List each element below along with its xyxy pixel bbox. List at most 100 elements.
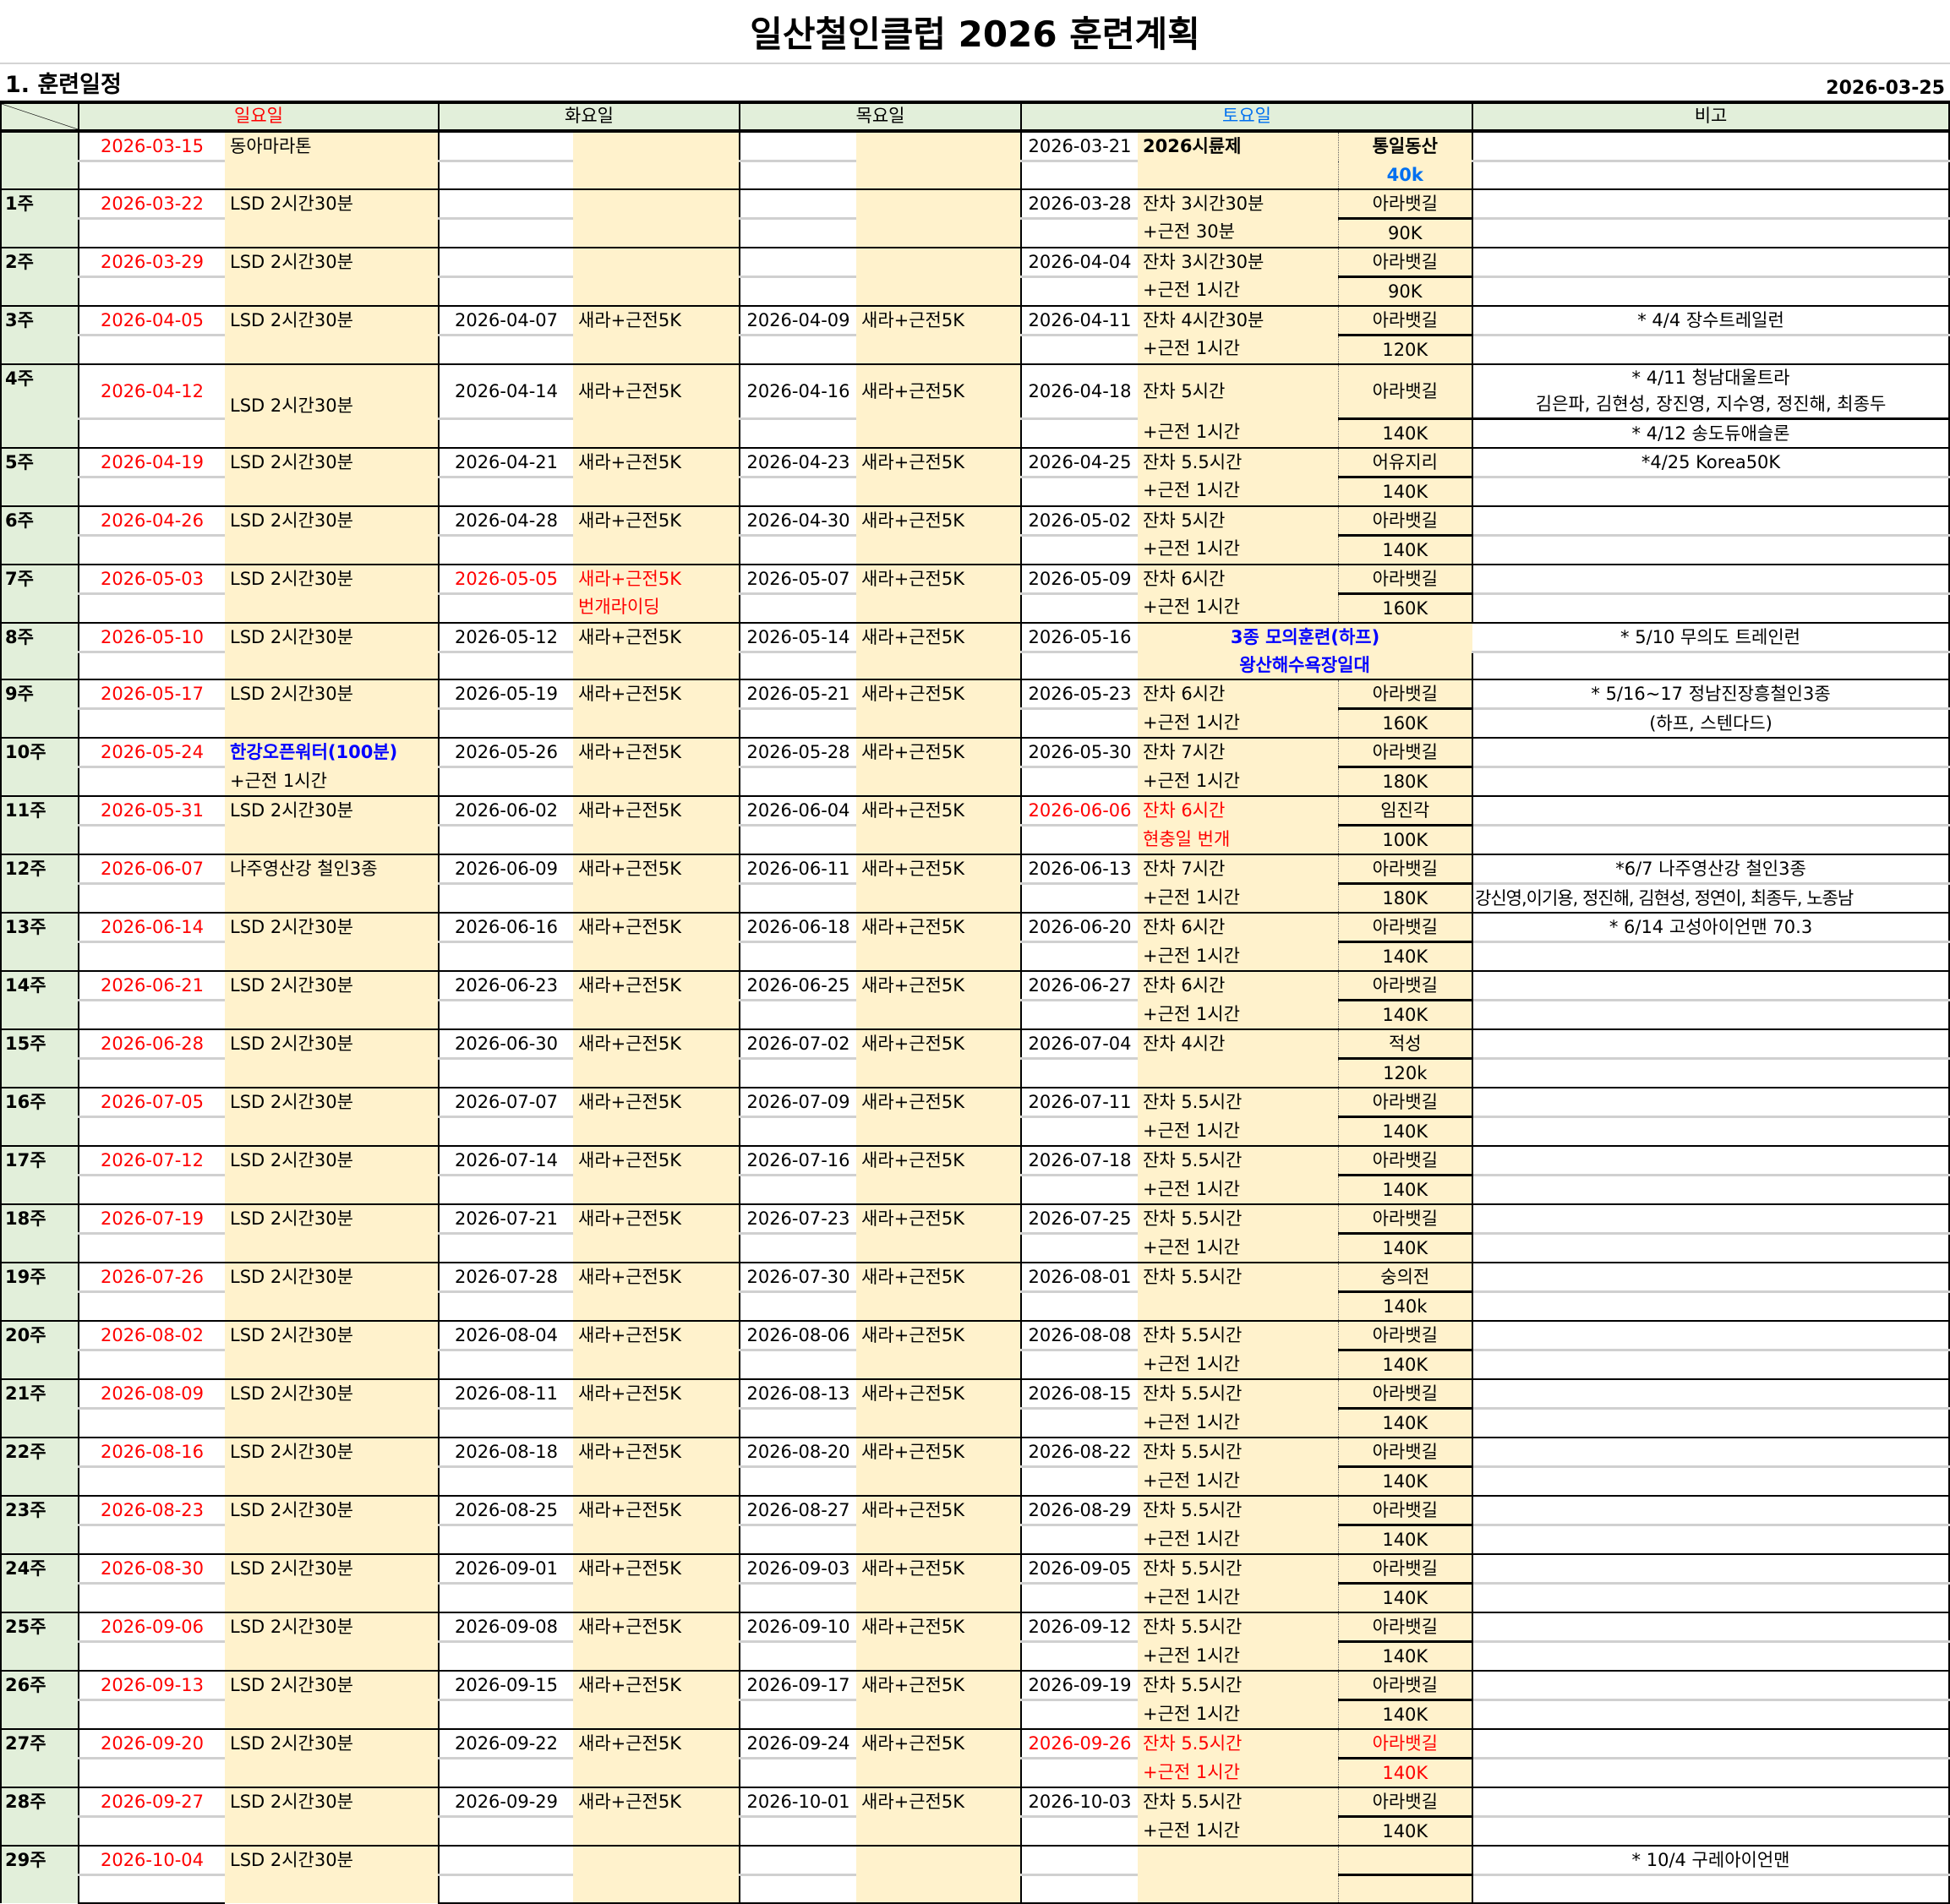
sunday-date: 2026-09-20 <box>78 1728 225 1759</box>
saturday-distance: 120K <box>1337 335 1474 364</box>
sunday-date: 2026-07-26 <box>78 1262 225 1293</box>
saturday-distance: 140K <box>1337 418 1474 448</box>
week-row-second-line: +근전 1시간 140K <box>1 1408 1950 1438</box>
saturday-distance: 180K <box>1337 767 1474 796</box>
saturday-distance: 140K <box>1337 1699 1474 1729</box>
week-row-second-line: +근전 1시간 180K 강신영,이기용, 정진해, 김현성, 정연이, 최종두, … <box>1 883 1950 913</box>
sunday-date-blank <box>78 1175 225 1204</box>
thursday-activity: 새라+근전5K <box>856 446 1021 477</box>
saturday-place <box>1337 1845 1474 1876</box>
tuesday-activity-extra <box>573 1874 740 1904</box>
saturday-activity-extra: +근전 1시간 <box>1138 708 1338 738</box>
tuesday-activity-extra <box>573 1175 740 1204</box>
week-label <box>0 130 79 189</box>
sunday-date-blank <box>78 1350 225 1379</box>
saturday-activity: 잔차 6시간 <box>1138 795 1338 826</box>
week-label: 11주 <box>0 795 79 854</box>
remark-line: * 6/14 고성아이언맨 70.3 <box>1609 917 1813 937</box>
thursday-date: 2026-07-02 <box>739 1028 856 1060</box>
saturday-date: 2026-08-15 <box>1020 1378 1138 1410</box>
saturday-date-blank <box>1020 276 1138 306</box>
week-row-second-line: +근전 1시간 140K <box>1 1350 1950 1379</box>
saturday-activity-extra: +근전 1시간 <box>1138 941 1338 971</box>
sunday-activity: LSD 2시간30분 <box>225 912 439 971</box>
sunday-activity: 나주영산강 철인3종 <box>225 854 439 913</box>
week-row: 27주 2026-09-20 LSD 2시간30분 2026-09-22 새라+근전5K… <box>0 1728 1950 1787</box>
saturday-place: 아라뱃길 <box>1337 1612 1474 1643</box>
sunday-activity: LSD 2시간30분 <box>225 1203 439 1263</box>
sunday-activity: LSD 2시간30분 <box>225 1495 439 1554</box>
tuesday-activity-extra <box>573 1408 740 1438</box>
saturday-date-blank <box>1020 418 1138 448</box>
week-row: 28주 2026-09-27 LSD 2시간30분 2026-09-29 새라+근전5K… <box>0 1787 1950 1846</box>
week-row-second-line: +근전 1시간 120K <box>1 335 1950 364</box>
week-label: 18주 <box>0 1203 79 1263</box>
remark <box>1472 737 1950 768</box>
thursday-activity: 새라+근전5K <box>856 737 1021 767</box>
sunday-date: 2026-09-13 <box>78 1670 225 1701</box>
section-row: 1. 훈련일정 2026-03-25 <box>0 64 1950 101</box>
week-row-second-line: 40k <box>1 161 1950 189</box>
thursday-activity-extra <box>856 1291 1021 1321</box>
tuesday-date-blank <box>438 1291 573 1321</box>
thursday-date-blank <box>739 335 856 364</box>
saturday-activity-extra: +근전 1시간 <box>1138 1408 1338 1438</box>
saturday-place: 적성 <box>1337 1028 1474 1060</box>
tuesday-activity: 새라+근전5K <box>573 1262 740 1292</box>
thursday-activity-extra <box>856 1583 1021 1612</box>
thursday-date: 2026-05-28 <box>739 737 856 768</box>
thursday-date: 2026-07-23 <box>739 1203 856 1235</box>
week-label: 1주 <box>0 188 79 248</box>
tuesday-date-blank <box>438 708 573 738</box>
tuesday-date-blank <box>438 335 573 364</box>
saturday-distance: 140K <box>1337 1000 1474 1029</box>
tuesday-date-blank <box>438 218 573 248</box>
remark <box>1472 1087 1950 1118</box>
tuesday-date: 2026-06-23 <box>438 970 573 1001</box>
remark: * 5/16~17 정남진장흥철인3종 <box>1472 679 1950 710</box>
week-label: 16주 <box>0 1087 79 1146</box>
tuesday-date: 2026-05-19 <box>438 679 573 710</box>
sunday-date-blank <box>78 535 225 565</box>
sunday-activity: LSD 2시간30분 <box>225 1787 439 1846</box>
thursday-activity-extra <box>856 1058 1021 1088</box>
saturday-date: 2026-03-21 <box>1020 130 1138 162</box>
saturday-activity: 잔차 5.5시간 <box>1138 1670 1338 1700</box>
sunday-activity: LSD 2시간30분 <box>225 1087 439 1146</box>
tuesday-activity-extra <box>573 767 740 796</box>
remark <box>1472 188 1950 220</box>
thursday-activity-extra <box>856 335 1021 364</box>
sunday-date: 2026-04-26 <box>78 505 225 537</box>
sunday-activity: LSD 2시간30분 <box>225 446 439 506</box>
tuesday-date: 2026-06-30 <box>438 1028 573 1060</box>
sunday-date: 2026-05-03 <box>78 563 225 595</box>
thursday-date-blank <box>739 276 856 306</box>
saturday-place: 아라뱃길 <box>1337 1728 1474 1759</box>
saturday-activity-extra: +근전 1시간 <box>1138 535 1338 565</box>
tuesday-date: 2026-04-21 <box>438 446 573 478</box>
thursday-activity-extra <box>856 1525 1021 1554</box>
saturday-date-blank <box>1020 1233 1138 1263</box>
thursday-activity-extra <box>856 825 1021 854</box>
week-row: 4주 2026-04-12 LSD 2시간30분 2026-04-14 새라+근전5K 2… <box>0 363 1950 448</box>
saturday-date-blank <box>1020 1699 1138 1729</box>
thursday-activity-extra <box>856 1175 1021 1204</box>
saturday-activity-extra: +근전 1시간 <box>1138 767 1338 796</box>
thursday-activity-extra <box>856 1699 1021 1729</box>
thursday-activity: 새라+근전5K <box>856 1028 1021 1059</box>
week-row-second-line: +근전 1시간 140K <box>1 1000 1950 1029</box>
tuesday-activity-extra <box>573 218 740 248</box>
saturday-date-blank <box>1020 1525 1138 1554</box>
saturday-place: 아라뱃길 <box>1337 1787 1474 1818</box>
tuesday-activity-extra <box>573 477 740 506</box>
sunday-date-blank <box>78 1233 225 1263</box>
sunday-date-blank <box>78 1000 225 1029</box>
saturday-activity: 잔차 3시간30분 <box>1138 246 1338 276</box>
saturday-place: 아라뱃길 <box>1337 970 1474 1001</box>
training-schedule-table: 일요일 화요일 목요일 토요일 비고 2026-03-15 동아마라톤 2026-0… <box>0 101 1950 1904</box>
week-row: 13주 2026-06-14 LSD 2시간30분 2026-06-16 새라+근전5K… <box>0 912 1950 971</box>
sunday-activity: LSD 2시간30분 <box>225 246 439 306</box>
saturday-activity: 잔차 4시간30분 <box>1138 304 1338 335</box>
thursday-date-blank <box>739 1058 856 1088</box>
tuesday-activity: 새라+근전5K <box>573 304 740 335</box>
